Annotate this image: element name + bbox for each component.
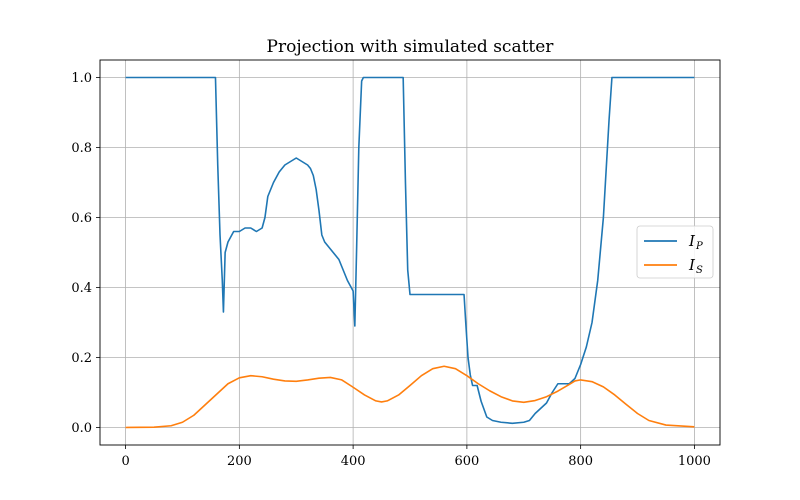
y-tick-label-2: 0.4 <box>71 281 92 296</box>
y-tick-label-3: 0.6 <box>71 211 92 226</box>
series-line-i-s <box>125 365 695 429</box>
y-tick-label-5: 1.0 <box>71 71 92 86</box>
x-tick-label-4: 800 <box>568 454 593 469</box>
x-tick-label-1: 200 <box>227 454 252 469</box>
y-tick-label-1: 0.2 <box>71 351 92 366</box>
legend-subscript-i-p: P <box>695 241 703 252</box>
y-tick-label-4: 0.8 <box>71 141 92 156</box>
y-tick-label-0: 0.0 <box>71 421 92 436</box>
series-line-i-p <box>125 76 695 425</box>
x-tick-label-0: 0 <box>121 454 129 469</box>
x-tick-label-2: 400 <box>341 454 366 469</box>
axes-frame <box>99 59 721 446</box>
x-tick-label-3: 600 <box>454 454 479 469</box>
chart-title: Projection with simulated scatter <box>267 37 555 57</box>
legend-subscript-i-s: S <box>696 265 703 276</box>
x-tick-label-5: 1000 <box>678 454 711 469</box>
